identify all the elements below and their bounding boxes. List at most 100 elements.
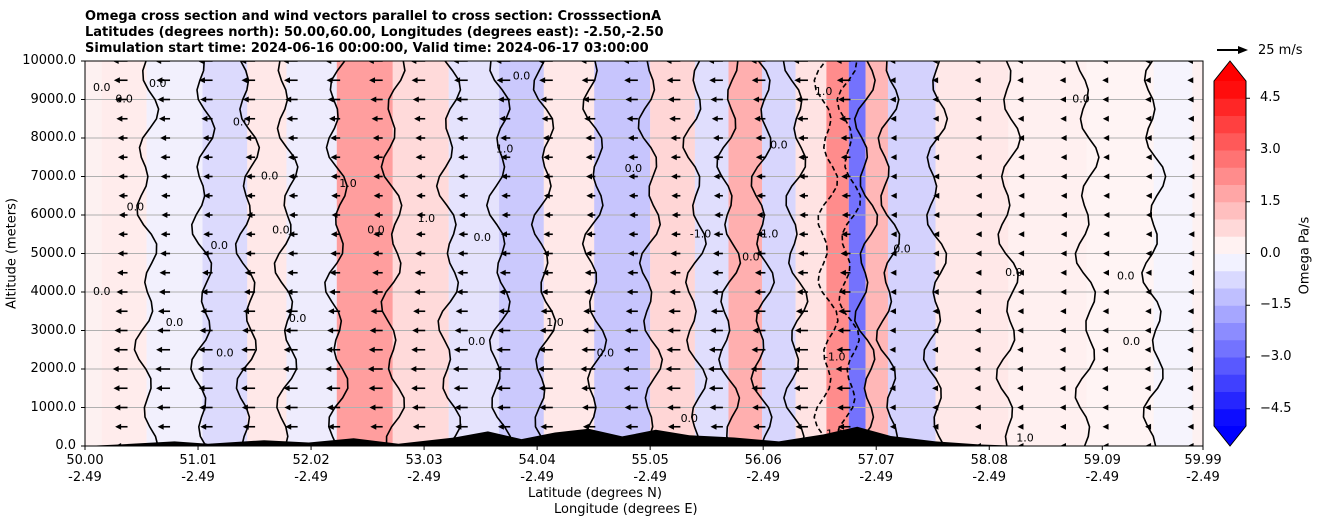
wind-vector-head: [199, 327, 206, 334]
x-axis-label-lon: Longitude (degrees E): [554, 502, 698, 517]
wind-vector-head: [933, 231, 940, 238]
wind-vector-head: [890, 115, 897, 122]
wind-vector-head: [836, 385, 843, 392]
wind-vector-head: [1059, 366, 1066, 372]
wind-vector-head: [1017, 443, 1024, 446]
wind-vector-head: [459, 212, 466, 218]
contour-label: 0.0: [289, 312, 307, 325]
wind-vector-head: [1017, 115, 1024, 122]
contour-line: [813, 61, 839, 446]
wind-vector-head: [1187, 96, 1194, 103]
wind-vector-head: [118, 212, 125, 218]
wind-vector-head: [202, 135, 209, 141]
wind-vector-head: [157, 308, 164, 315]
wind-vector-head: [288, 192, 295, 199]
wind-vector-head: [1018, 212, 1025, 218]
wind-vector-head: [750, 61, 757, 64]
wind-vector-head: [543, 154, 550, 161]
wind-vector-head: [161, 192, 168, 199]
wind-vector-head: [1060, 443, 1067, 446]
wind-vector-head: [1060, 154, 1067, 161]
wind-vector-head: [498, 308, 505, 315]
wind-vector-head: [117, 250, 124, 257]
wind-vector-head: [932, 385, 939, 392]
wind-vector-head: [1103, 192, 1110, 199]
contour-label: 0.0: [272, 223, 290, 236]
wind-vector-head: [155, 61, 162, 64]
wind-vector-head: [160, 154, 167, 161]
wind-vector-head: [754, 115, 761, 122]
wind-vector-head: [794, 327, 801, 334]
contour-line: [716, 61, 742, 446]
wind-vector-head: [798, 192, 805, 199]
wind-vector-head: [115, 308, 122, 315]
wind-vector-head: [585, 154, 592, 161]
wind-vector-head: [1101, 366, 1108, 372]
wind-vector-head: [160, 135, 167, 141]
wind-vector-head: [1017, 289, 1024, 295]
wind-vector-head: [245, 154, 252, 161]
wind-vector-head: [755, 250, 762, 257]
contour-line: [273, 61, 299, 446]
wind-vector-head: [411, 77, 418, 84]
contour-line: [133, 61, 160, 446]
wind-vector-head: [200, 96, 207, 103]
colorbar-segment: [1214, 81, 1246, 99]
wind-vector-head: [629, 212, 636, 218]
contour-label: 0.0: [513, 69, 531, 82]
wind-vector-head: [411, 385, 418, 392]
wind-vector-head: [1102, 346, 1109, 353]
wind-vector-head: [1102, 77, 1109, 84]
wind-vector-head: [625, 96, 632, 103]
wind-vector-head: [73, 308, 79, 314]
wind-vector-head: [288, 231, 295, 238]
wind-vector-head: [1060, 115, 1067, 122]
contour-label: -1.0: [757, 227, 778, 240]
wind-vector-head: [841, 173, 848, 180]
wind-vector-head: [580, 61, 587, 64]
wind-vector-head: [1187, 308, 1194, 315]
wind-vector-head: [157, 96, 164, 103]
wind-vector-head: [537, 366, 544, 372]
contour-label: 0.0: [115, 93, 133, 106]
wind-vector-head: [932, 404, 939, 411]
wind-vector-head: [626, 289, 633, 295]
wind-vector-head: [372, 269, 379, 276]
contour-label: 1.0: [418, 212, 436, 225]
wind-vector-head: [975, 269, 982, 276]
wind-vector-head: [454, 327, 461, 334]
wind-vector-head: [890, 231, 897, 238]
y-tick-label: 1000.0: [30, 399, 77, 415]
wind-vector-head: [794, 404, 801, 411]
wind-vector-head: [753, 308, 760, 315]
wind-vector-head: [889, 308, 896, 315]
wind-vector-head: [325, 61, 332, 64]
wind-vector-head: [1059, 404, 1066, 411]
contour-label: 1.0: [546, 316, 564, 329]
wind-vector-head: [671, 212, 678, 218]
wind-vector-head: [499, 115, 506, 122]
wind-vector-head: [671, 173, 678, 180]
wind-vector-head: [932, 77, 939, 84]
wind-vector-head: [112, 61, 119, 64]
wind-vector-head: [1018, 192, 1025, 199]
wind-vector-head: [71, 77, 77, 83]
wind-vector-head: [76, 231, 82, 237]
wind-vector-head: [1102, 96, 1109, 103]
wind-vector-head: [1103, 173, 1110, 180]
contour-label: 0.0: [893, 243, 911, 256]
wind-vector-head: [284, 404, 291, 411]
wind-vector-head: [1102, 423, 1109, 430]
wind-vector-head: [330, 231, 337, 238]
wind-vector-head: [330, 154, 337, 161]
wind-vector-head: [453, 346, 460, 353]
wind-vector-head: [836, 346, 843, 353]
wind-vector-head: [1018, 250, 1025, 257]
wind-vector-head: [285, 423, 292, 430]
wind-vector-head: [414, 115, 421, 122]
contour-label: 0.0: [216, 347, 234, 360]
wind-vector-head: [157, 327, 164, 334]
wind-vector-head: [495, 366, 502, 372]
wind-vector-head: [584, 289, 591, 295]
wind-vector-head: [671, 231, 678, 238]
